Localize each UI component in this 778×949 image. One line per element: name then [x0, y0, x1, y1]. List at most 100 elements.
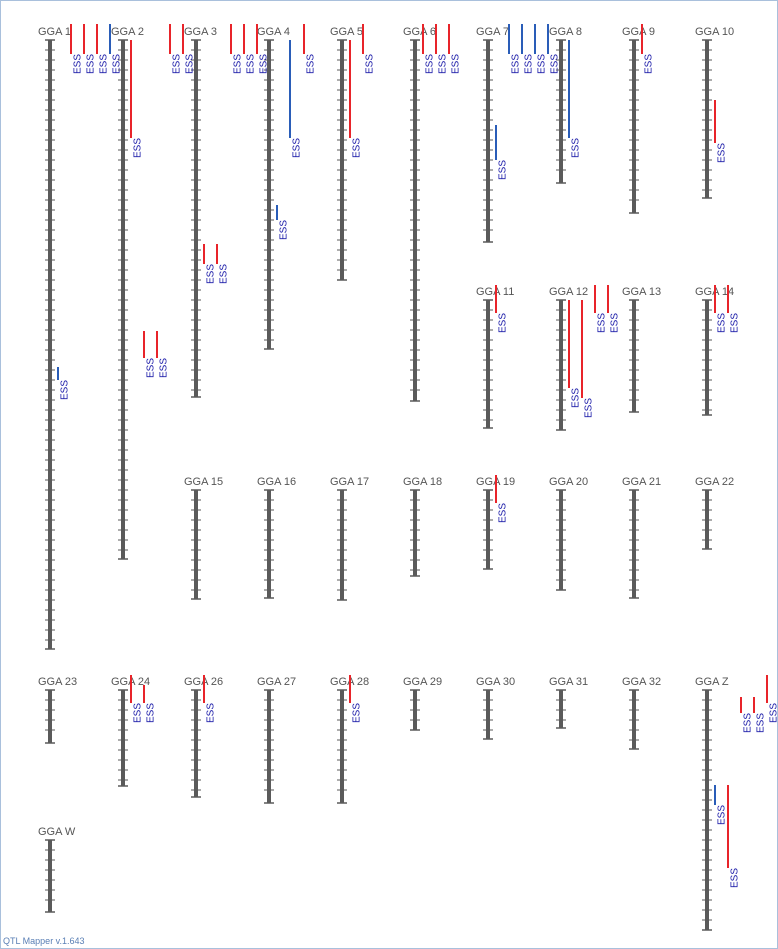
- qtl-label: ESS: [364, 54, 375, 74]
- qtl-label: ESS: [536, 54, 547, 74]
- chromosome-label: GGA 16: [257, 476, 296, 488]
- chromosome-label: GGA 7: [476, 26, 509, 38]
- qtl-label: ESS: [424, 54, 435, 74]
- chromosome: [559, 300, 563, 430]
- qtl-label: ESS: [145, 703, 156, 723]
- qtl-label: ESS: [755, 713, 766, 733]
- chromosome-label: GGA 5: [330, 26, 363, 38]
- chromosome-label: GGA 31: [549, 676, 588, 688]
- qtl-label: ESS: [549, 54, 560, 74]
- qtl-label: ESS: [184, 54, 195, 74]
- qtl-label: ESS: [643, 54, 654, 74]
- qtl-label: ESS: [729, 868, 740, 888]
- chromosome: [486, 690, 490, 739]
- footer: QTL Mapper v.1.643: [3, 936, 85, 946]
- chromosome-label: GGA 23: [38, 676, 77, 688]
- chromosome: [632, 300, 636, 412]
- chromosome: [413, 490, 417, 576]
- chromosome: [194, 490, 198, 599]
- chromosome-label: GGA 4: [257, 26, 290, 38]
- qtl-label: ESS: [111, 54, 122, 74]
- qtl-label: ESS: [98, 54, 109, 74]
- chromosome-label: GGA 3: [184, 26, 217, 38]
- chromosome: [267, 40, 271, 349]
- chromosome-label: GGA 18: [403, 476, 442, 488]
- qtl-label: ESS: [450, 54, 461, 74]
- qtl-label: ESS: [59, 380, 70, 400]
- qtl-label: ESS: [351, 138, 362, 158]
- qtl-label: ESS: [171, 54, 182, 74]
- qtl-label: ESS: [145, 358, 156, 378]
- qtl-label: ESS: [497, 160, 508, 180]
- chromosome-label: GGA 8: [549, 26, 582, 38]
- chromosome: [632, 490, 636, 598]
- chromosome-label: GGA 12: [549, 286, 588, 298]
- chromosome: [632, 40, 636, 213]
- qtl-label: ESS: [497, 313, 508, 333]
- qtl-label: ESS: [132, 138, 143, 158]
- qtl-label: ESS: [716, 805, 727, 825]
- chromosome: [486, 300, 490, 428]
- chromosome-label: GGA 6: [403, 26, 436, 38]
- chromosome: [486, 40, 490, 242]
- qtl-label: ESS: [218, 264, 229, 284]
- qtl-label: ESS: [729, 313, 740, 333]
- chromosome: [559, 690, 563, 728]
- chromosome: [267, 490, 271, 598]
- qtl-label: ESS: [570, 138, 581, 158]
- chromosome-label: GGA 30: [476, 676, 515, 688]
- qtl-label: ESS: [742, 713, 753, 733]
- chromosome: [48, 840, 52, 912]
- chromosome: [705, 300, 709, 415]
- chromosome-label: GGA 2: [111, 26, 144, 38]
- qtl-label: ESS: [158, 358, 169, 378]
- qtl-label: ESS: [609, 313, 620, 333]
- chromosome: [705, 40, 709, 198]
- chromosome-label: GGA 21: [622, 476, 661, 488]
- qtl-label: ESS: [716, 313, 727, 333]
- qtl-label: ESS: [583, 398, 594, 418]
- qtl-label: ESS: [510, 54, 521, 74]
- qtl-label: ESS: [132, 703, 143, 723]
- qtl-label: ESS: [205, 703, 216, 723]
- chromosome: [194, 40, 198, 397]
- chromosome-label: GGA 9: [622, 26, 655, 38]
- chromosome: [48, 690, 52, 743]
- chromosome-label: GGA 29: [403, 676, 442, 688]
- chromosome-label: GGA 1: [38, 26, 71, 38]
- qtl-label: ESS: [85, 54, 96, 74]
- chromosome: [48, 40, 52, 649]
- qtl-label: ESS: [205, 264, 216, 284]
- chromosome-label: GGA 20: [549, 476, 588, 488]
- chromosome: [121, 690, 125, 786]
- qtl-label: ESS: [291, 138, 302, 158]
- qtl-label: ESS: [278, 220, 289, 240]
- qtl-label: ESS: [768, 703, 778, 723]
- chromosome-label: GGA 15: [184, 476, 223, 488]
- qtl-label: ESS: [497, 503, 508, 523]
- qtl-label: ESS: [258, 54, 269, 74]
- chromosome-label: GGA 27: [257, 676, 296, 688]
- chromosome: [267, 690, 271, 803]
- qtl-label: ESS: [232, 54, 243, 74]
- chromosome-label: GGA 17: [330, 476, 369, 488]
- qtl-label: ESS: [437, 54, 448, 74]
- chromosome: [194, 690, 198, 797]
- chromosome-label: GGA Z: [695, 676, 729, 688]
- qtl-label: ESS: [305, 54, 316, 74]
- chromosome-label: GGA W: [38, 826, 76, 838]
- qtl-label: ESS: [72, 54, 83, 74]
- chromosome-label: GGA 22: [695, 476, 734, 488]
- chromosome: [340, 690, 344, 803]
- qtl-label: ESS: [570, 388, 581, 408]
- qtl-label: ESS: [351, 703, 362, 723]
- qtl-label: ESS: [596, 313, 607, 333]
- chromosome-label: GGA 10: [695, 26, 734, 38]
- qtl-label: ESS: [716, 143, 727, 163]
- qtl-label: ESS: [245, 54, 256, 74]
- chromosome-label: GGA 13: [622, 286, 661, 298]
- chromosome: [559, 40, 563, 183]
- qtl-label: ESS: [523, 54, 534, 74]
